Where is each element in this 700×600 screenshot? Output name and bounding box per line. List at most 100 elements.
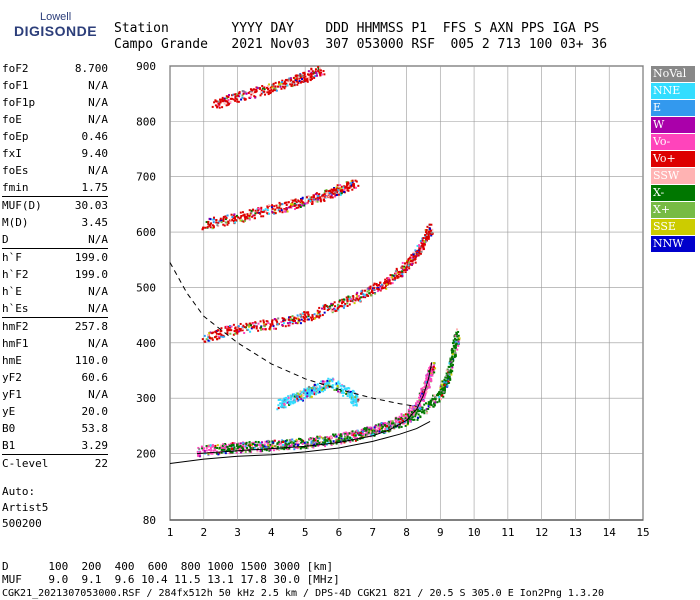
echo-point	[331, 384, 334, 387]
echo-point	[410, 405, 413, 408]
echo-point	[388, 421, 391, 424]
echo-point	[350, 392, 353, 395]
echo-point	[281, 211, 284, 214]
x-tick-label: 5	[302, 526, 309, 539]
echo-point	[292, 76, 295, 79]
echo-point	[371, 432, 374, 435]
echo-point	[235, 331, 238, 334]
echo-point	[286, 210, 289, 213]
echo-point	[287, 206, 290, 209]
echo-point	[407, 264, 410, 267]
echo-point	[272, 324, 275, 327]
echo-point	[272, 89, 275, 92]
x-tick-label: 10	[467, 526, 480, 539]
echo-point	[327, 190, 330, 193]
echo-point	[371, 290, 374, 293]
echo-point	[313, 71, 316, 74]
echo-point	[456, 328, 459, 331]
echo-point	[383, 423, 386, 426]
echo-point	[445, 369, 448, 372]
echo-point	[263, 325, 266, 328]
echo-point	[391, 274, 394, 277]
echo-point	[261, 211, 264, 214]
echo-point	[397, 273, 400, 276]
echo-point	[325, 443, 328, 446]
param-value: 3.45	[81, 216, 109, 229]
echo-point	[244, 216, 247, 219]
echo-point	[449, 363, 452, 366]
echo-point	[214, 446, 217, 449]
echo-point	[447, 371, 450, 374]
echo-point	[251, 444, 254, 447]
echo-point	[277, 404, 280, 407]
echo-point	[342, 391, 345, 394]
echo-point	[427, 237, 430, 240]
echo-point	[340, 185, 343, 188]
echo-point	[311, 314, 314, 317]
echo-point	[287, 397, 290, 400]
echo-point	[353, 436, 356, 439]
echo-point	[303, 313, 306, 316]
echo-point	[340, 387, 343, 390]
echo-point	[269, 91, 272, 94]
echo-point	[364, 296, 367, 299]
echo-point	[347, 295, 350, 298]
echo-point	[262, 215, 265, 218]
echo-point	[298, 437, 301, 440]
echo-point	[239, 329, 242, 332]
echo-point	[270, 444, 273, 447]
echo-point	[323, 388, 326, 391]
echo-point	[299, 392, 302, 395]
echo-point	[354, 186, 357, 189]
echo-point	[326, 305, 329, 308]
echo-point	[300, 197, 303, 200]
echo-point	[404, 267, 407, 270]
echo-point	[297, 204, 300, 207]
echo-point	[289, 83, 292, 86]
echo-point	[330, 194, 333, 197]
echo-point	[292, 319, 295, 322]
echo-point	[407, 422, 410, 425]
echo-point	[401, 272, 404, 275]
echo-point	[296, 444, 299, 447]
echo-point	[241, 94, 244, 97]
echo-point	[314, 70, 317, 73]
echo-point	[249, 447, 252, 450]
echo-point	[229, 100, 232, 103]
echo-point	[324, 436, 327, 439]
echo-point	[419, 416, 422, 419]
echo-point	[427, 386, 430, 389]
echo-point	[457, 341, 460, 344]
echo-point	[291, 315, 294, 318]
echo-point	[312, 317, 315, 320]
echo-point	[427, 231, 430, 234]
echo-point	[323, 311, 326, 314]
echo-point	[448, 371, 451, 374]
echo-point	[301, 442, 304, 445]
echo-point	[318, 71, 321, 74]
echo-point	[275, 448, 278, 451]
echo-point	[335, 194, 338, 197]
echo-point	[388, 279, 391, 282]
echo-point	[220, 451, 223, 454]
echo-point	[397, 271, 400, 274]
echo-point	[348, 303, 351, 306]
echo-point	[308, 437, 311, 440]
echo-point	[223, 443, 226, 446]
echo-point	[453, 346, 456, 349]
param-name: foF1	[2, 79, 29, 92]
echo-point	[369, 432, 372, 435]
echo-point	[354, 179, 357, 182]
echo-point	[341, 189, 344, 192]
echo-point	[397, 418, 400, 421]
echo-point	[415, 253, 418, 256]
echo-point	[288, 78, 291, 81]
echo-point	[412, 256, 415, 259]
echo-point	[296, 447, 299, 450]
echo-point	[348, 392, 351, 395]
echo-point	[420, 394, 423, 397]
echo-point	[285, 203, 288, 206]
echo-point	[256, 86, 259, 89]
param-row: foF2 8.700	[2, 60, 108, 77]
echo-point	[353, 184, 356, 187]
